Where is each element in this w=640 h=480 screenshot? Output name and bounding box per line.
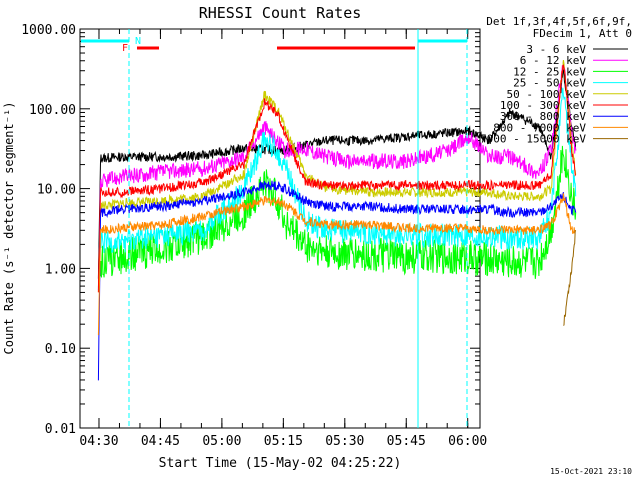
interval-markers: NF (81, 29, 468, 428)
y-tick-label: 0.01 (45, 422, 76, 437)
legend-label: 800 - 7000 keV (493, 121, 586, 134)
series-line (97, 60, 577, 293)
series-line (97, 145, 577, 288)
y-tick-label: 0.10 (45, 342, 76, 357)
series-line (97, 61, 577, 290)
datestamp: 15-Oct-2021 23:10 (550, 467, 632, 476)
n-interval-label: N (135, 36, 141, 47)
x-tick-label: 05:45 (387, 434, 426, 449)
series-line (97, 68, 577, 279)
series-line (97, 180, 577, 381)
x-tick-label: 05:15 (264, 434, 303, 449)
x-axis-label: Start Time (15-May-02 04:25:22) (159, 456, 402, 471)
legend: Det 1f,3f,4f,5f,6f,9f, FDecim 1, Att 0 3… (480, 15, 632, 146)
f-interval-label: F (122, 43, 128, 54)
x-axis: 04:30 04:45 05:00 05:15 05:30 05:45 06:00 (79, 29, 487, 449)
x-tick-label: 04:30 (79, 434, 118, 449)
y-tick-label: 1.00 (45, 262, 76, 277)
legend-label: 3 - 6 keV (526, 43, 586, 56)
y-tick-label: 100.00 (29, 103, 76, 118)
legend-label: 7000 - 15000 keV (480, 133, 586, 146)
y-tick-label: 1000.00 (21, 23, 76, 38)
legend-label: 25 - 50 keV (513, 77, 586, 90)
series-line (97, 193, 577, 336)
x-tick-label: 06:00 (448, 434, 487, 449)
series-group (97, 60, 577, 381)
x-tick-label: 05:30 (325, 434, 364, 449)
legend-header-line-2: FDecim 1, Att 0 (533, 27, 632, 40)
x-tick-label: 04:45 (141, 434, 180, 449)
y-axis-label: Count Rate (s⁻¹ detector segment⁻¹) (2, 102, 16, 355)
y-axis: 0.01 0.10 1.00 10.00 100.00 1000.00 (21, 23, 480, 437)
series-line (563, 229, 576, 326)
legend-label: 300 - 800 keV (500, 110, 586, 123)
legend-label: 50 - 100 keV (507, 88, 587, 101)
y-tick-label: 10.00 (37, 183, 76, 198)
legend-label: 12 - 25 keV (513, 65, 586, 78)
x-tick-label: 05:00 (202, 434, 241, 449)
chart-title: RHESSI Count Rates (199, 4, 362, 22)
series-line (97, 87, 577, 291)
legend-label: 100 - 300 keV (500, 99, 586, 112)
legend-header-line-1: Det 1f,3f,4f,5f,6f,9f, (486, 15, 632, 28)
series-line (97, 64, 577, 293)
legend-label: 6 - 12 keV (520, 54, 587, 67)
